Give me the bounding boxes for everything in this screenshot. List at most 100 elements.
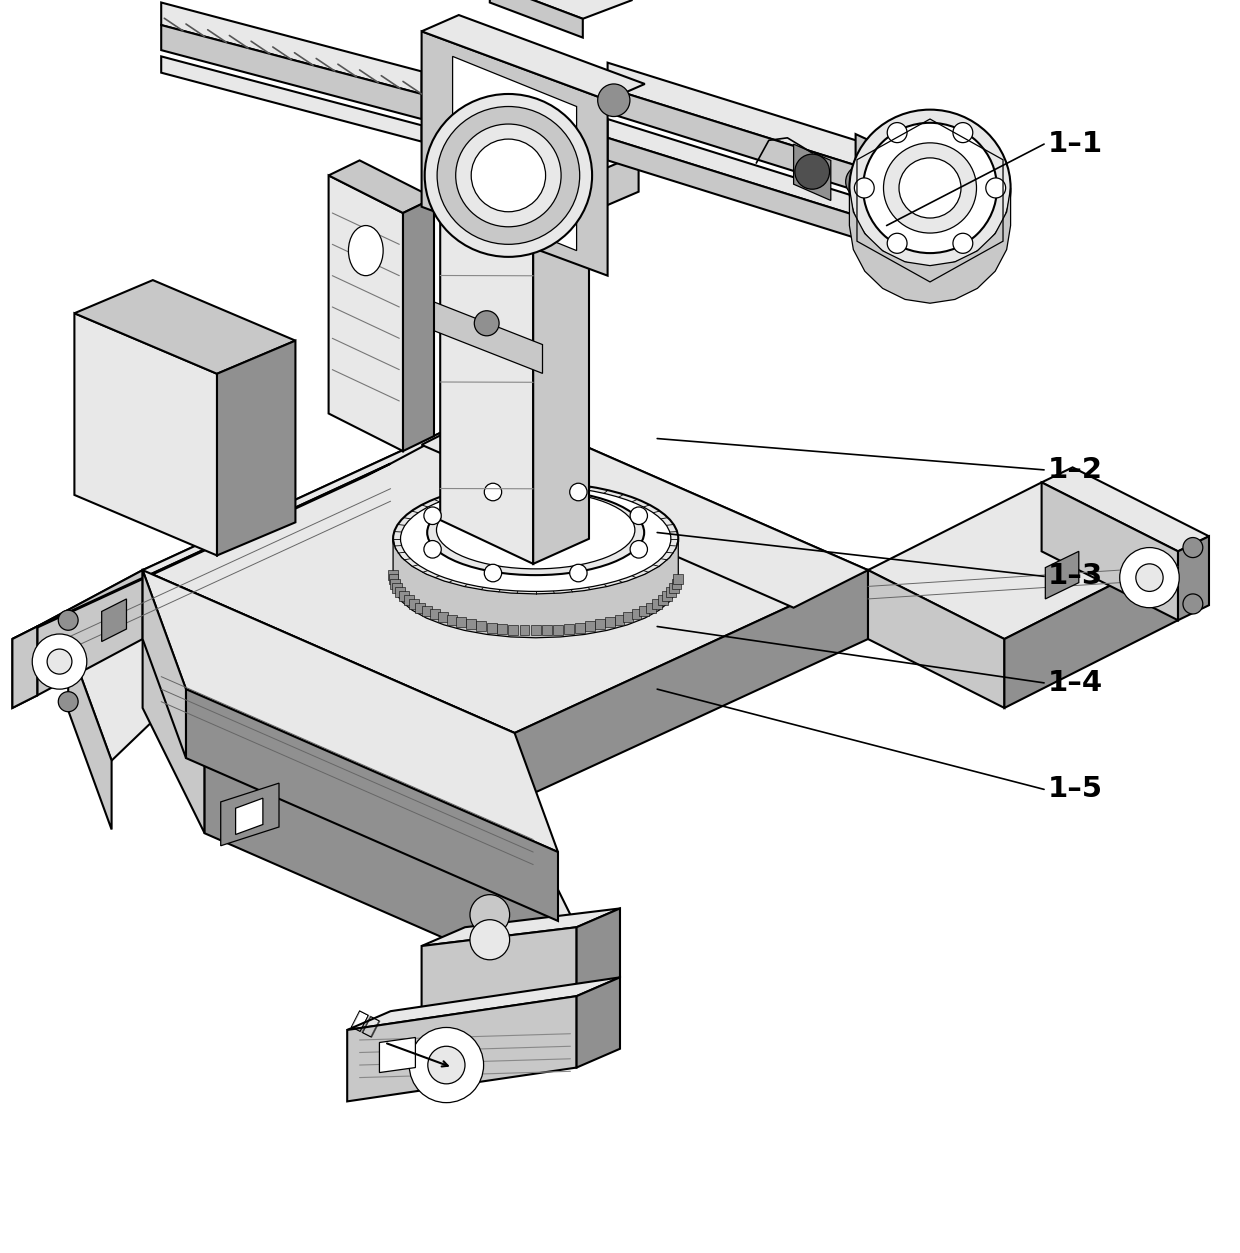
Polygon shape xyxy=(490,0,632,19)
Polygon shape xyxy=(446,615,456,625)
Circle shape xyxy=(1120,548,1179,608)
Circle shape xyxy=(58,692,78,712)
Ellipse shape xyxy=(436,491,635,569)
Polygon shape xyxy=(161,3,422,94)
Polygon shape xyxy=(409,599,419,609)
Circle shape xyxy=(47,649,72,674)
Polygon shape xyxy=(143,407,868,733)
Circle shape xyxy=(888,233,906,253)
Polygon shape xyxy=(899,144,924,251)
Polygon shape xyxy=(466,619,476,629)
Circle shape xyxy=(954,233,972,253)
Polygon shape xyxy=(68,642,112,829)
Polygon shape xyxy=(12,626,37,708)
Polygon shape xyxy=(74,281,295,373)
Polygon shape xyxy=(666,588,676,598)
Circle shape xyxy=(630,540,647,558)
Ellipse shape xyxy=(427,490,645,575)
Circle shape xyxy=(630,507,647,525)
Polygon shape xyxy=(490,0,583,38)
Polygon shape xyxy=(868,570,1004,708)
Polygon shape xyxy=(403,198,434,451)
Polygon shape xyxy=(399,591,409,601)
Polygon shape xyxy=(486,623,496,633)
Polygon shape xyxy=(631,609,641,619)
Polygon shape xyxy=(329,160,434,213)
Circle shape xyxy=(32,634,87,689)
Polygon shape xyxy=(161,56,422,142)
Polygon shape xyxy=(662,591,672,601)
Polygon shape xyxy=(221,783,279,846)
Polygon shape xyxy=(438,611,448,621)
Polygon shape xyxy=(422,31,608,276)
Circle shape xyxy=(424,540,441,558)
Text: 1–4: 1–4 xyxy=(1048,669,1102,697)
Polygon shape xyxy=(12,626,37,708)
Polygon shape xyxy=(143,570,558,852)
Polygon shape xyxy=(646,603,656,613)
Polygon shape xyxy=(143,639,205,833)
Polygon shape xyxy=(102,599,126,642)
Circle shape xyxy=(470,920,510,960)
Circle shape xyxy=(1183,594,1203,614)
Polygon shape xyxy=(849,188,1011,303)
Circle shape xyxy=(986,178,1006,198)
Polygon shape xyxy=(415,603,425,613)
Circle shape xyxy=(795,154,830,189)
Polygon shape xyxy=(143,570,186,758)
Polygon shape xyxy=(37,407,496,626)
Polygon shape xyxy=(577,977,620,1068)
Polygon shape xyxy=(639,606,649,616)
Polygon shape xyxy=(392,583,402,593)
Polygon shape xyxy=(422,15,645,100)
Polygon shape xyxy=(520,625,529,635)
Circle shape xyxy=(954,123,972,143)
Polygon shape xyxy=(68,570,186,761)
Polygon shape xyxy=(440,119,533,564)
Polygon shape xyxy=(396,588,405,598)
Polygon shape xyxy=(533,163,589,564)
Polygon shape xyxy=(652,599,662,609)
Circle shape xyxy=(409,1027,484,1103)
Polygon shape xyxy=(393,539,678,638)
Polygon shape xyxy=(531,625,541,635)
Circle shape xyxy=(1183,538,1203,558)
Polygon shape xyxy=(673,574,683,584)
Circle shape xyxy=(475,311,498,336)
Ellipse shape xyxy=(849,110,1011,267)
Ellipse shape xyxy=(424,94,593,257)
Polygon shape xyxy=(422,407,868,608)
Text: 1–1: 1–1 xyxy=(1048,130,1102,158)
Circle shape xyxy=(58,610,78,630)
Text: 航向: 航向 xyxy=(350,1009,382,1039)
Polygon shape xyxy=(794,144,831,200)
Polygon shape xyxy=(657,595,667,605)
Ellipse shape xyxy=(883,143,977,233)
Polygon shape xyxy=(608,138,868,242)
Polygon shape xyxy=(12,464,391,639)
Ellipse shape xyxy=(863,123,997,253)
Polygon shape xyxy=(564,624,574,634)
Polygon shape xyxy=(423,606,433,616)
Polygon shape xyxy=(161,25,422,119)
Text: 1–5: 1–5 xyxy=(1048,776,1102,803)
Polygon shape xyxy=(585,621,595,632)
Polygon shape xyxy=(624,611,634,621)
Text: 1–2: 1–2 xyxy=(1048,456,1102,484)
Polygon shape xyxy=(143,639,577,927)
Ellipse shape xyxy=(436,107,580,244)
Polygon shape xyxy=(577,908,620,996)
Circle shape xyxy=(424,507,441,525)
Polygon shape xyxy=(1045,551,1079,599)
Polygon shape xyxy=(868,482,1178,639)
Polygon shape xyxy=(608,88,868,194)
Polygon shape xyxy=(542,625,552,635)
Polygon shape xyxy=(347,996,577,1101)
Polygon shape xyxy=(497,624,507,634)
Polygon shape xyxy=(589,154,639,213)
Polygon shape xyxy=(856,134,899,251)
Ellipse shape xyxy=(456,124,560,227)
Polygon shape xyxy=(608,119,868,219)
Ellipse shape xyxy=(393,482,678,595)
Circle shape xyxy=(854,178,874,198)
